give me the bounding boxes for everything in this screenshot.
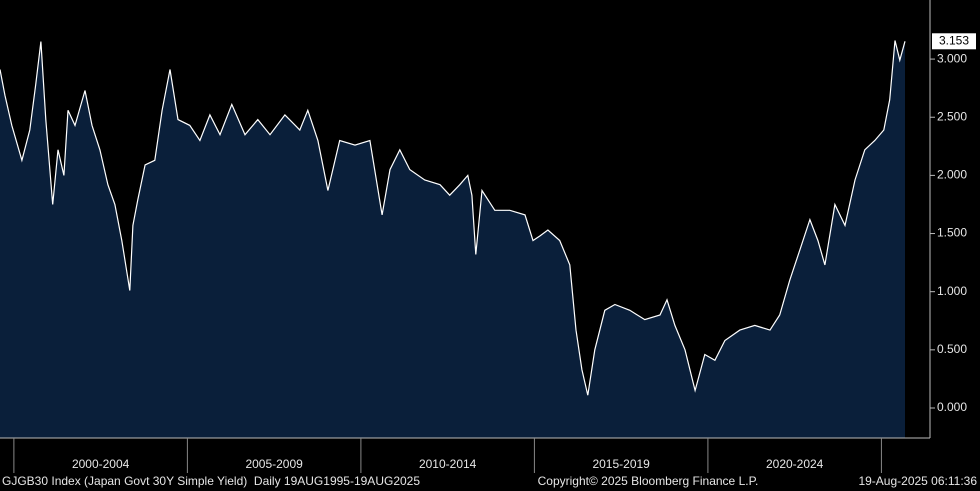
y-tick-label: 3.000 xyxy=(937,51,967,65)
y-tick-label: 2.500 xyxy=(937,109,967,123)
y-tick-label: 1.000 xyxy=(937,284,967,298)
footer-center: Copyright© 2025 Bloomberg Finance L.P. xyxy=(538,474,759,488)
x-band-label: 2020-2024 xyxy=(766,457,824,471)
y-tick-label: 0.000 xyxy=(937,400,967,414)
footer-right: 19-Aug-2025 06:11:36 xyxy=(858,474,977,488)
x-band-label: 2010-2014 xyxy=(419,457,477,471)
x-band-label: 2005-2009 xyxy=(245,457,303,471)
x-band-label: 2015-2019 xyxy=(592,457,650,471)
last-value-box xyxy=(932,33,976,50)
y-tick-label: 2.000 xyxy=(937,168,967,182)
last-value-label: 3.153 xyxy=(939,33,969,47)
line xyxy=(0,40,906,396)
footer-left: GJGB30 Index (Japan Govt 30Y Simple Yiel… xyxy=(2,474,420,488)
area-fill xyxy=(0,40,905,438)
x-band-label: 2000-2004 xyxy=(72,457,130,471)
y-tick-label: 1.500 xyxy=(937,226,967,240)
y-tick-label: 0.500 xyxy=(937,342,967,356)
